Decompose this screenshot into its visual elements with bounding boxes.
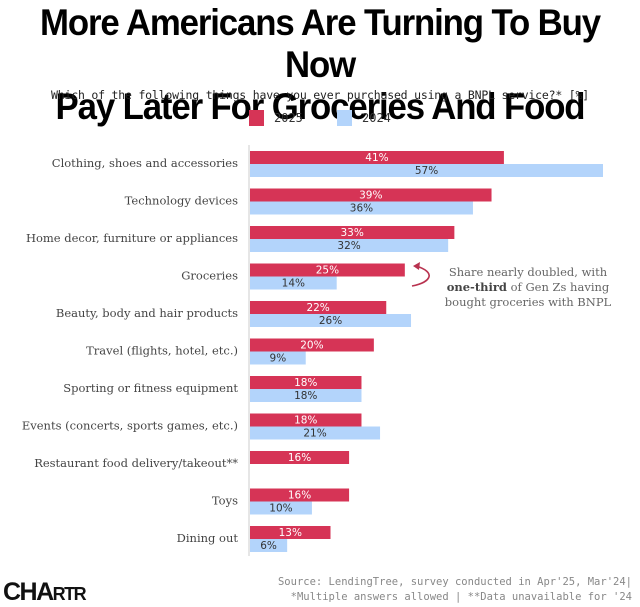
value-label-2024: 10%: [269, 503, 292, 515]
value-label-2024: 57%: [415, 165, 438, 177]
category-label: Restaurant food delivery/takeout**: [34, 456, 238, 470]
value-label-2025: 13%: [279, 527, 302, 539]
value-label-2025: 25%: [316, 265, 339, 277]
chart-title: More Americans Are Turning To Buy Now Pa…: [19, 2, 621, 128]
value-label-2025: 18%: [294, 415, 317, 427]
category-label: Toys: [212, 494, 238, 508]
category-label: Sporting or fitness equipment: [63, 381, 238, 395]
bar-2024: [250, 539, 288, 552]
logo-small: RTR: [52, 584, 87, 604]
bar-2025: [250, 488, 350, 502]
category-label: Groceries: [181, 269, 238, 283]
bar-2024: [250, 201, 473, 215]
category-label: Events (concerts, sports games, etc.): [22, 419, 238, 433]
title-line-2: Pay Later For Groceries And Food: [55, 86, 586, 127]
annotation-line-3: bought groceries with BNPL: [444, 295, 612, 309]
bar-2025: [250, 226, 455, 239]
bar-2024: [250, 426, 381, 440]
annotation-line-2-rest: of Gen Zs having: [506, 280, 610, 294]
legend-label-2024: 2024: [362, 111, 391, 125]
bar-2024: [250, 351, 306, 365]
annotation-bold: one-third: [446, 280, 507, 294]
source-note: Source: LendingTree, survey conducted in…: [278, 575, 632, 605]
bar-2025: [250, 151, 504, 164]
value-label-2025: 33%: [341, 227, 364, 239]
legend-swatch-2025: [249, 110, 264, 126]
value-label-2024: 6%: [260, 540, 277, 552]
category-label: Home decor, furniture or appliances: [26, 231, 238, 245]
value-label-2025: 20%: [300, 340, 323, 352]
value-label-2024: 36%: [350, 203, 373, 215]
value-label-2024: 9%: [270, 353, 287, 365]
bar-2025: [250, 301, 387, 314]
logo-big: CHA: [3, 578, 54, 606]
source-line-2: *Multiple answers allowed | **Data unava…: [290, 591, 632, 603]
value-label-2024: 26%: [319, 315, 342, 327]
annotation-arrow-icon: [411, 265, 430, 287]
bar-2025: [250, 413, 362, 427]
bar-2024: [250, 314, 412, 327]
category-label: Travel (flights, hotel, etc.): [86, 344, 238, 358]
bar-2025: [250, 376, 362, 389]
bar-2025: [250, 451, 350, 464]
legend-swatch-2024: [337, 110, 352, 126]
value-label-2024: 21%: [303, 428, 326, 440]
category-label: Clothing, shoes and accessories: [52, 156, 238, 170]
bar-2025: [250, 263, 405, 277]
value-label-2025: 18%: [294, 377, 317, 389]
value-label-2025: 39%: [359, 190, 382, 202]
bar-2024: [250, 389, 362, 402]
legend-label-2025: 2025: [274, 111, 303, 125]
value-label-2025: 22%: [306, 302, 329, 314]
annotation-arrowhead-icon: [413, 262, 420, 270]
value-label-2024: 32%: [337, 240, 360, 252]
chart-subtitle: Which of the following things have you e…: [51, 88, 589, 102]
bar-2024: [250, 276, 337, 290]
bar-2025: [250, 338, 374, 352]
value-label-2025: 41%: [365, 152, 388, 164]
category-label: Dining out: [177, 531, 239, 545]
value-label-2024: 14%: [282, 278, 305, 290]
bar-2025: [250, 526, 331, 539]
value-label-2025: 16%: [288, 452, 311, 464]
bar-2024: [250, 501, 312, 515]
chartr-logo: CHARTR: [3, 578, 87, 607]
value-label-2025: 16%: [288, 490, 311, 502]
source-line-1: Source: LendingTree, survey conducted in…: [277, 576, 632, 588]
title-line-1: More Americans Are Turning To Buy Now: [40, 2, 601, 85]
groceries-annotation: Share nearly doubled, with one-third of …: [438, 265, 618, 310]
category-label: Technology devices: [125, 194, 238, 208]
value-label-2024: 18%: [294, 390, 317, 402]
bar-2024: [250, 239, 449, 252]
annotation-line-1: Share nearly doubled, with: [448, 265, 608, 279]
category-label: Beauty, body and hair products: [56, 306, 238, 320]
annotation-line-2: one-third of Gen Zs having: [438, 280, 618, 295]
bar-2024: [250, 164, 603, 177]
bar-2025: [250, 188, 492, 202]
